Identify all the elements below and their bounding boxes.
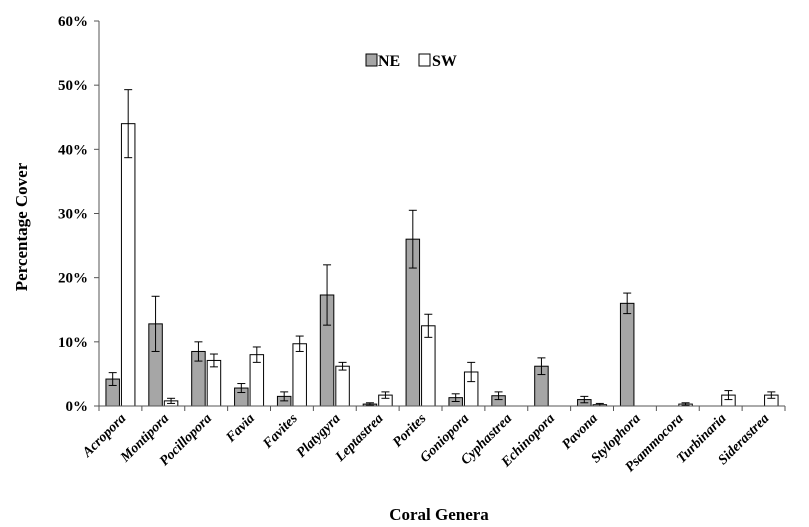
legend-swatch-ne bbox=[365, 53, 378, 67]
error-bar-ne bbox=[494, 391, 503, 401]
error-bar-sw bbox=[424, 313, 433, 338]
x-axis-title: Coral Genera bbox=[389, 505, 489, 524]
error-bar-sw bbox=[167, 397, 176, 404]
y-axis-title: Percentage Cover bbox=[12, 162, 31, 291]
error-bar-sw bbox=[252, 346, 261, 363]
bar-ne bbox=[619, 302, 635, 407]
x-axis-ticks bbox=[98, 406, 786, 411]
error-bar-sw bbox=[724, 390, 733, 401]
error-bar-ne bbox=[151, 295, 160, 352]
error-bar-ne bbox=[237, 383, 246, 394]
y-tick-label: 30% bbox=[58, 207, 88, 223]
legend: NE SW bbox=[365, 53, 457, 70]
error-bar-sw bbox=[124, 89, 133, 159]
legend-label-sw: SW bbox=[432, 53, 457, 70]
error-bar-ne bbox=[537, 357, 546, 376]
bar-sw bbox=[120, 123, 136, 407]
y-tick-label: 40% bbox=[58, 142, 88, 158]
error-bar-sw bbox=[295, 335, 304, 352]
y-tick-label: 60% bbox=[58, 14, 88, 30]
y-tick-label: 50% bbox=[58, 78, 88, 94]
error-bars bbox=[108, 89, 776, 407]
error-bar-ne bbox=[108, 372, 117, 386]
bar-sw bbox=[292, 343, 307, 407]
error-bar-sw bbox=[209, 353, 218, 368]
bar-sw bbox=[335, 365, 350, 407]
bars bbox=[105, 123, 779, 407]
error-bar-sw bbox=[467, 361, 476, 383]
error-bar-sw bbox=[767, 391, 776, 399]
y-tick-label: 0% bbox=[66, 399, 89, 415]
y-axis-ticks: 0% 10% 20% 30% 40% 50% 60% bbox=[58, 14, 99, 415]
error-bar-ne bbox=[280, 391, 289, 402]
error-bar-ne bbox=[580, 395, 589, 404]
error-bar-ne bbox=[323, 264, 332, 326]
y-tick-label: 10% bbox=[58, 335, 88, 351]
error-bar-ne bbox=[365, 402, 374, 406]
x-tick-label: Pavona bbox=[559, 411, 600, 452]
error-bar-sw bbox=[681, 402, 690, 406]
error-bar-ne bbox=[408, 209, 417, 269]
error-bar-ne bbox=[194, 341, 203, 362]
x-tick-label: Favia bbox=[223, 411, 258, 446]
x-tick-label: Favites bbox=[260, 411, 301, 452]
error-bar-sw bbox=[381, 391, 390, 399]
error-bar-sw bbox=[338, 361, 347, 371]
x-tick-label: Porites bbox=[390, 411, 430, 451]
error-bar-ne bbox=[451, 393, 460, 403]
legend-swatch-sw bbox=[418, 53, 431, 67]
error-bar-ne bbox=[623, 292, 632, 315]
y-tick-label: 20% bbox=[58, 271, 88, 287]
legend-label-ne: NE bbox=[378, 53, 400, 70]
